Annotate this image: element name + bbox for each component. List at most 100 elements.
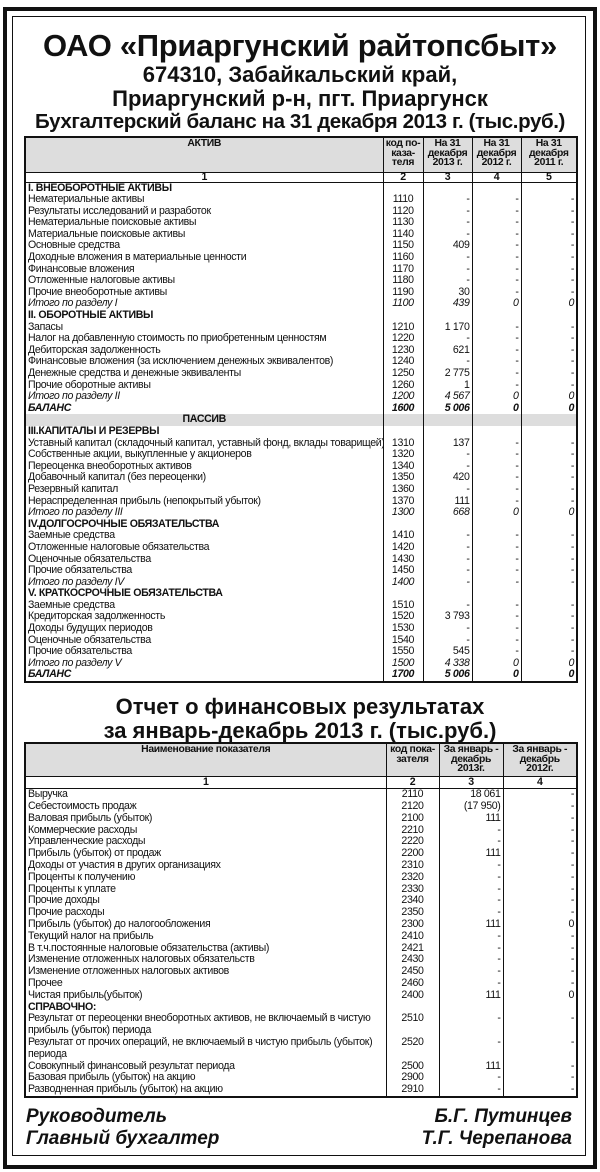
page-frame-outer xyxy=(3,7,597,1169)
company-name: ОАО «Приаргунский райтопсбыт» xyxy=(43,28,557,63)
column-header: Наименование показателя xyxy=(24,743,387,777)
table-row: Итого по разделу I 1100 439 0 0 xyxy=(24,298,578,311)
row-value: - xyxy=(471,252,522,264)
row-value: 0 xyxy=(520,391,578,403)
row-code: 1600 xyxy=(382,402,424,415)
row-value: - xyxy=(471,576,522,589)
row-code: 1170 xyxy=(382,263,424,276)
row-code: 1230 xyxy=(382,344,424,357)
row-label: БАЛАНС xyxy=(24,402,384,415)
row-label: Валовая прибыль (убыток) xyxy=(24,812,387,825)
table-row: Итого по разделу V 1500 4 338 0 0 xyxy=(24,657,578,670)
row-code: 2520 xyxy=(385,1037,440,1061)
row-code xyxy=(382,310,424,322)
row-code: 2350 xyxy=(385,907,440,920)
table-row: Нематериальные активы 1110- - - xyxy=(24,194,578,206)
row-value: - xyxy=(471,217,522,229)
row-value xyxy=(438,1001,504,1014)
row-code: 1110 xyxy=(382,194,424,206)
row-value: 0 xyxy=(471,669,522,683)
row-value: - xyxy=(422,541,473,554)
row-value: - xyxy=(438,978,504,990)
row-code xyxy=(382,414,424,426)
table-row: Прочие оборотные активы 1260 1- - xyxy=(24,379,578,392)
table-row: Проценты к уплате 2330- - xyxy=(24,883,578,896)
row-label: Налог на добавленную стоимость по приобр… xyxy=(24,333,384,345)
row-value: - xyxy=(520,541,578,554)
table-row: Финансовые вложения 1170- - - xyxy=(24,263,578,276)
table-row: Прочие обязательства 1550 545- - xyxy=(24,646,578,658)
row-value: - xyxy=(502,954,578,967)
row-value: - xyxy=(422,634,473,647)
row-value: - xyxy=(520,599,578,612)
row-code: 1180 xyxy=(382,275,424,287)
column-number: 2 xyxy=(385,776,440,790)
row-code: 1120 xyxy=(382,205,424,218)
row-code: 1310 xyxy=(382,437,424,450)
row-value xyxy=(422,182,473,195)
table-row: Материальные поисковые активы 1140- - - xyxy=(24,228,578,241)
row-label: ПАССИВ xyxy=(24,414,384,426)
row-label: Отложенные налоговые обязательства xyxy=(24,541,384,554)
table-row: Запасы 1210 1 170- - xyxy=(24,321,578,334)
row-value: - xyxy=(471,275,522,287)
row-value: - xyxy=(520,553,578,566)
director-name: Б.Г. Путинцев xyxy=(434,1106,572,1127)
row-value: - xyxy=(520,460,578,473)
row-value: - xyxy=(422,356,473,368)
row-code: 1190 xyxy=(382,286,424,299)
column-number-row: 1 2 3 4 xyxy=(24,776,578,790)
row-value: - xyxy=(471,205,522,218)
row-value: 0 xyxy=(471,298,522,311)
table-row: Собственные акции, выкупленные у акционе… xyxy=(24,449,578,461)
column-number: 1 xyxy=(24,776,387,790)
table-row: Доходы будущих периодов 1530- - - xyxy=(24,623,578,635)
row-label: Добавочный капитал (без переоценки) xyxy=(24,472,384,484)
row-value: 18 061 xyxy=(438,788,504,802)
row-value: - xyxy=(520,217,578,229)
table-row: Прибыль (убыток) до налогообложения 2300 1… xyxy=(24,919,578,931)
row-code: 1510 xyxy=(382,599,424,612)
table-row: Доходные вложения в материальные ценност… xyxy=(24,252,578,264)
row-value: 0 xyxy=(471,402,522,415)
row-value: - xyxy=(520,205,578,218)
column-header: код по-каза-теля xyxy=(382,137,424,173)
table-row: Отложенные налоговые активы 1180- - - xyxy=(24,275,578,287)
table-row: Коммерческие расходы 2210- - xyxy=(24,824,578,837)
row-code: 1140 xyxy=(382,228,424,241)
row-value: 0 xyxy=(520,669,578,683)
row-value: - xyxy=(471,541,522,554)
balance-sheet-table: АКТИВ код по-каза-теля На 31 декабря 201… xyxy=(24,136,578,684)
row-value: - xyxy=(520,368,578,380)
row-value xyxy=(422,414,473,426)
row-code: 2421 xyxy=(385,942,440,955)
row-value: - xyxy=(471,263,522,276)
row-label: Дебиторская задолженность xyxy=(24,344,384,357)
row-value: - xyxy=(520,333,578,345)
row-value: - xyxy=(422,599,473,612)
row-value: - xyxy=(438,966,504,979)
table-row: Изменение отложенных налоговых активов 24… xyxy=(24,966,578,979)
row-value: - xyxy=(520,344,578,357)
row-label: Нематериальные активы xyxy=(24,194,384,206)
column-header: код пока-зателя xyxy=(385,743,440,777)
table-row: Нераспределенная прибыль (непокрытый убы… xyxy=(24,495,578,508)
row-label: Прибыль (убыток) от продаж xyxy=(24,848,387,861)
row-label: Переоценка внеоборотных активов xyxy=(24,460,384,473)
table-row: Добавочный капитал (без переоценки) 1350 4… xyxy=(24,472,578,484)
row-label: Прибыль (убыток) до налогообложения xyxy=(24,919,387,931)
column-header: АКТИВ xyxy=(24,137,384,173)
row-value xyxy=(520,518,578,531)
row-label: Итого по разделу V xyxy=(24,657,384,670)
row-code: 2500 xyxy=(385,1060,440,1073)
row-value: - xyxy=(502,907,578,920)
row-value: - xyxy=(502,966,578,979)
row-code: 1450 xyxy=(382,565,424,577)
table-row: Результат от переоценки внеоборотных акт… xyxy=(24,1013,578,1038)
row-value: - xyxy=(422,217,473,229)
row-code: 2120 xyxy=(385,801,440,813)
row-label: Заемные средства xyxy=(24,530,384,542)
row-label: Совокупный финансовый результат периода xyxy=(24,1060,387,1073)
column-number: 3 xyxy=(438,776,504,790)
row-value: - xyxy=(471,565,522,577)
